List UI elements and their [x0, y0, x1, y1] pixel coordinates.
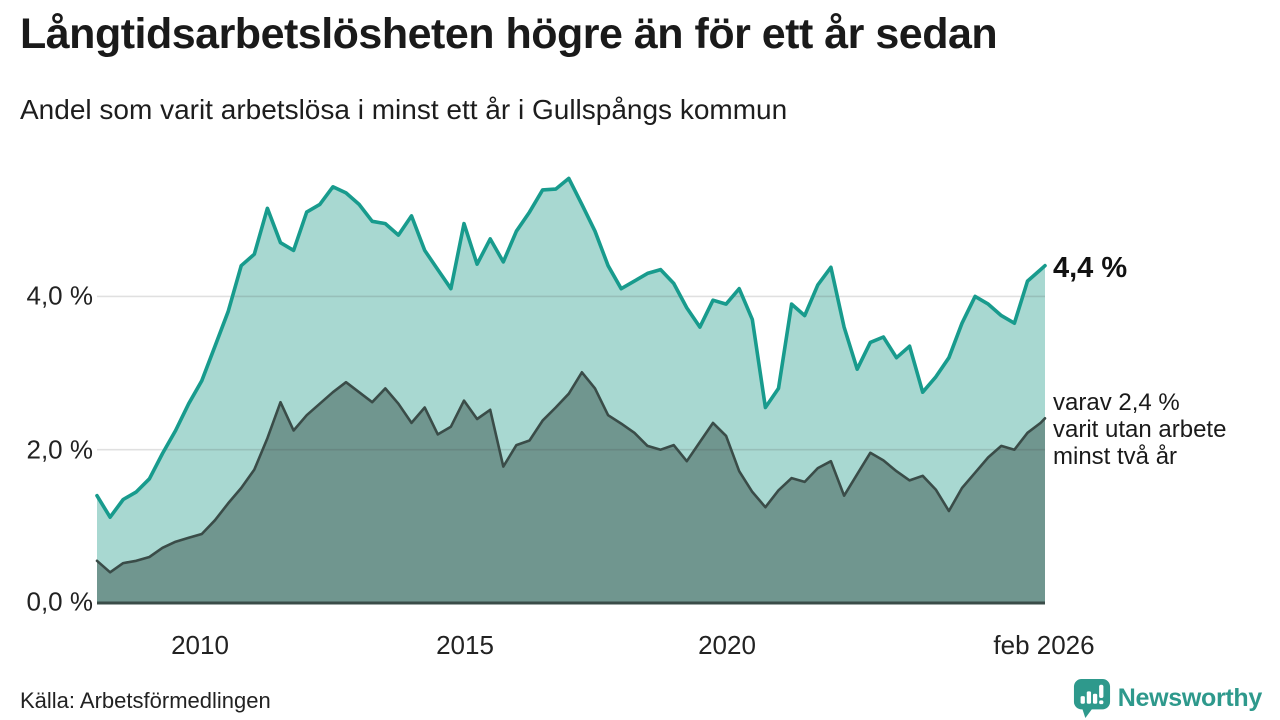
x-tick-2010: 2010 [171, 630, 229, 660]
x-tick-2020: 2020 [698, 630, 756, 660]
two-year-share-line3: minst två år [1053, 443, 1178, 470]
x-tick-feb2026: feb 2026 [993, 630, 1095, 660]
two-year-share-line1: varav 2,4 % [1053, 389, 1180, 416]
latest-value-label: 4,4 % [1053, 252, 1128, 284]
y-tick-0: 0,0 % [26, 586, 94, 617]
newsworthy-wordmark: Newsworthy [1117, 683, 1263, 712]
two-year-share-line2: varit utan arbete [1053, 416, 1227, 443]
two-year-share-label: varav 2,4 % varit utan arbete minst två … [1053, 389, 1226, 470]
x-tick-2015: 2015 [436, 630, 494, 660]
chart-title: Långtidsarbetslösheten högre än för ett … [20, 10, 998, 58]
chart-subtitle: Andel som varit arbetslösa i minst ett å… [20, 94, 788, 125]
y-tick-2: 2,0 % [26, 434, 94, 465]
source-credit: Källa: Arbetsförmedlingen [20, 688, 271, 713]
y-tick-4: 4,0 % [26, 280, 94, 311]
newsworthy-icon [1073, 679, 1110, 718]
newsworthy-logo: Newsworthy [1073, 678, 1262, 718]
